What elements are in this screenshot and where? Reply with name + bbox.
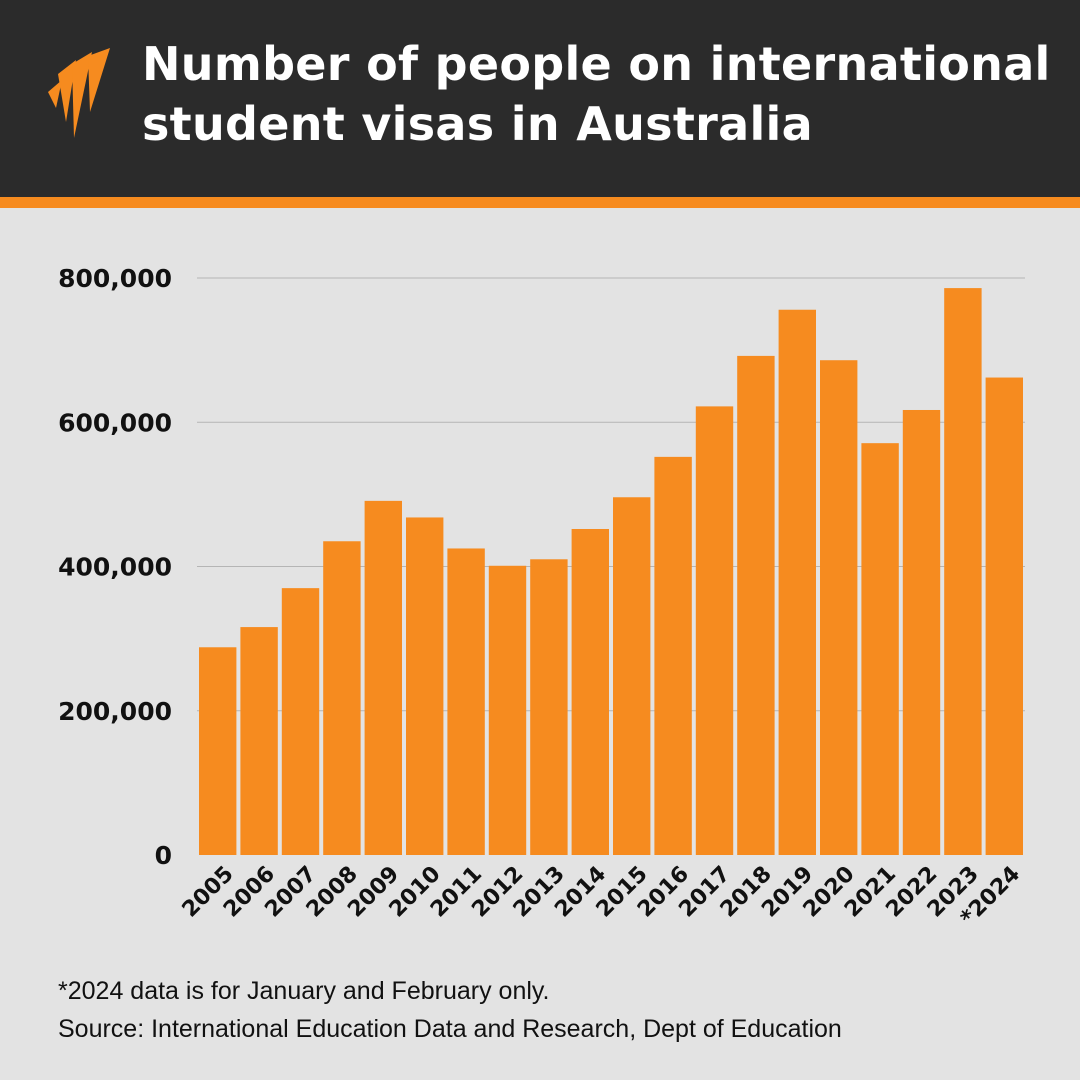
sbs-wave-logo-icon <box>48 48 110 138</box>
gridlines <box>197 277 1025 712</box>
bar <box>406 517 444 855</box>
bar <box>447 548 485 855</box>
y-tick-label: 0 <box>155 841 172 870</box>
bar-chart: 0 200,000 400,000 600,000 800,000 2005200620… <box>58 264 1026 931</box>
x-axis-ticks: 2005200620072008200920102011201220132014… <box>178 862 1026 931</box>
bar <box>199 647 237 855</box>
bar <box>323 541 361 855</box>
logo-wave-2 <box>58 60 76 122</box>
bar <box>861 443 899 855</box>
bar <box>778 309 816 855</box>
y-tick-label: 800,000 <box>58 264 172 293</box>
bar <box>488 565 527 855</box>
bar <box>281 588 320 855</box>
logo-wave-3 <box>72 52 92 138</box>
footnote: *2024 data is for January and February o… <box>58 977 550 1005</box>
bar <box>613 497 651 855</box>
bar <box>820 360 858 855</box>
y-tick-label: 600,000 <box>58 408 172 437</box>
bars <box>199 288 1023 855</box>
header-bar <box>0 0 1080 197</box>
bar <box>654 456 692 855</box>
bar <box>985 377 1023 855</box>
bar <box>364 500 402 855</box>
title-line-1: Number of people on international <box>142 37 1051 91</box>
y-tick-label: 400,000 <box>58 553 172 582</box>
bar <box>240 627 278 855</box>
y-axis-ticks: 0 200,000 400,000 600,000 800,000 <box>58 264 172 870</box>
y-tick-label: 200,000 <box>58 697 172 726</box>
title-line-2: student visas in Australia <box>142 97 813 151</box>
bar <box>695 406 734 855</box>
page-title: Number of people on international studen… <box>142 34 1062 154</box>
bar <box>944 288 982 855</box>
logo-wave-1 <box>48 80 62 108</box>
source-note: Source: International Education Data and… <box>58 1015 842 1043</box>
bar <box>571 528 609 855</box>
bar <box>530 559 568 855</box>
bar <box>902 409 941 855</box>
logo-wave-4 <box>88 48 110 112</box>
bar <box>737 355 775 855</box>
header-accent-stripe <box>0 197 1080 208</box>
